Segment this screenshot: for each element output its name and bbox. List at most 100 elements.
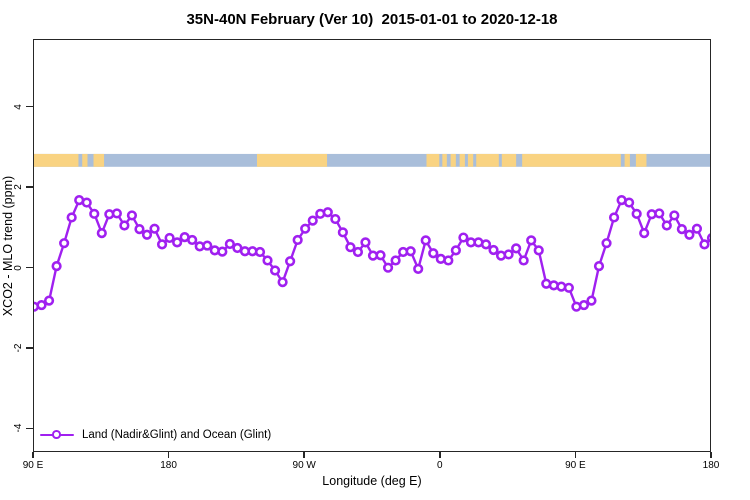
data-point-marker — [706, 233, 710, 243]
data-point-marker — [503, 249, 514, 260]
y-tick-mark — [26, 427, 33, 430]
data-point-marker — [89, 208, 100, 219]
y-axis-label: XCO2 - MLO trend (ppm) — [1, 175, 15, 317]
data-point-marker — [300, 223, 311, 234]
data-point-marker — [639, 228, 650, 239]
data-point-marker — [631, 208, 642, 219]
data-point-marker — [443, 255, 454, 266]
data-point-marker — [262, 255, 273, 266]
y-tick-mark — [26, 347, 33, 349]
plot-area — [33, 39, 711, 452]
data-point-marker — [277, 277, 288, 288]
map-band-land-segment — [624, 153, 630, 167]
legend-open-circle-icon — [52, 430, 61, 439]
data-point-marker — [593, 260, 605, 272]
map-band-land-segment — [442, 153, 447, 167]
data-point-marker — [360, 237, 371, 248]
data-point-marker — [480, 239, 492, 250]
legend-label: Land (Nadir&Glint) and Ocean (Glint) — [82, 429, 272, 441]
legend-series-marker-icon — [40, 427, 74, 443]
x-tick-mark — [32, 452, 34, 458]
data-point-marker — [428, 248, 439, 259]
map-band-land-segment — [522, 153, 621, 167]
data-point-marker — [285, 256, 296, 267]
data-point-marker — [526, 235, 537, 246]
data-point-marker — [202, 240, 213, 251]
data-point-marker — [51, 260, 62, 272]
x-tick-label: 90 W — [292, 460, 316, 471]
x-tick-mark — [574, 452, 577, 458]
data-point-marker — [269, 265, 281, 276]
data-point-marker — [518, 255, 529, 266]
data-point-marker — [172, 237, 183, 248]
map-band-land-segment — [459, 153, 465, 167]
data-point-marker — [390, 255, 401, 266]
map-band-land-segment — [256, 153, 328, 167]
data-point-marker — [156, 239, 168, 250]
y-tick-mark — [26, 266, 33, 269]
data-point-marker — [111, 208, 122, 219]
data-point-marker — [405, 246, 416, 257]
data-point-marker — [458, 232, 469, 243]
data-point-marker — [96, 228, 107, 239]
x-tick-mark — [710, 452, 712, 458]
data-point-marker — [119, 220, 130, 231]
data-point-marker — [533, 245, 544, 256]
data-point-marker — [601, 238, 612, 249]
data-point-marker — [217, 246, 228, 257]
map-band-land-segment — [450, 153, 456, 167]
x-axis-label: Longitude (deg E) — [322, 474, 422, 488]
legend: Land (Nadir&Glint) and Ocean (Glint) — [40, 427, 271, 443]
data-point-marker — [337, 227, 348, 238]
data-point-marker — [307, 215, 318, 226]
data-point-marker — [676, 224, 687, 235]
x-tick-mark — [303, 452, 305, 458]
x-tick-label: 90 E — [22, 460, 44, 471]
data-point-marker — [382, 262, 394, 273]
data-point-marker — [36, 299, 47, 311]
data-point-marker — [699, 239, 710, 250]
data-point-marker — [654, 208, 665, 219]
data-point-marker — [59, 238, 70, 249]
map-band-land-segment — [476, 153, 499, 167]
map-band-land-segment — [501, 153, 517, 167]
chart-title: 35N-40N February (Ver 10) 2015-01-01 to … — [186, 11, 558, 28]
data-point-marker — [149, 223, 160, 234]
x-tick-mark — [167, 452, 170, 458]
map-band-land-segment — [34, 153, 79, 167]
plot-canvas — [34, 153, 710, 312]
data-point-marker — [292, 234, 303, 246]
y-tick-mark — [26, 105, 33, 108]
data-point-marker — [345, 242, 356, 253]
data-point-marker — [141, 229, 153, 240]
x-tick-label: 90 E — [565, 460, 586, 471]
data-point-marker — [43, 295, 55, 306]
data-point-marker — [450, 245, 461, 256]
data-point-marker — [66, 212, 77, 223]
data-point-marker — [578, 299, 590, 311]
data-point-marker — [661, 220, 672, 231]
data-point-marker — [413, 263, 424, 275]
data-point-marker — [684, 229, 695, 240]
data-point-marker — [224, 238, 235, 250]
map-band-land-segment — [426, 153, 440, 167]
x-tick-mark — [439, 452, 441, 458]
map-band-land-segment — [635, 153, 647, 167]
data-point-marker — [420, 235, 431, 246]
y-tick-mark — [26, 186, 33, 188]
data-point-marker — [624, 197, 635, 208]
data-point-marker — [608, 212, 620, 223]
y-tick-label: -4 — [12, 423, 24, 433]
data-point-marker — [375, 250, 386, 261]
y-tick-label: 4 — [12, 103, 24, 110]
data-point-marker — [322, 207, 333, 218]
data-point-marker — [187, 234, 198, 246]
map-band-land-segment — [93, 153, 105, 167]
data-point-marker — [488, 244, 499, 256]
data-point-marker — [164, 232, 175, 244]
data-point-marker — [352, 246, 364, 258]
data-point-marker — [691, 223, 703, 234]
data-point-marker — [511, 243, 522, 254]
data-point-marker — [81, 197, 92, 208]
